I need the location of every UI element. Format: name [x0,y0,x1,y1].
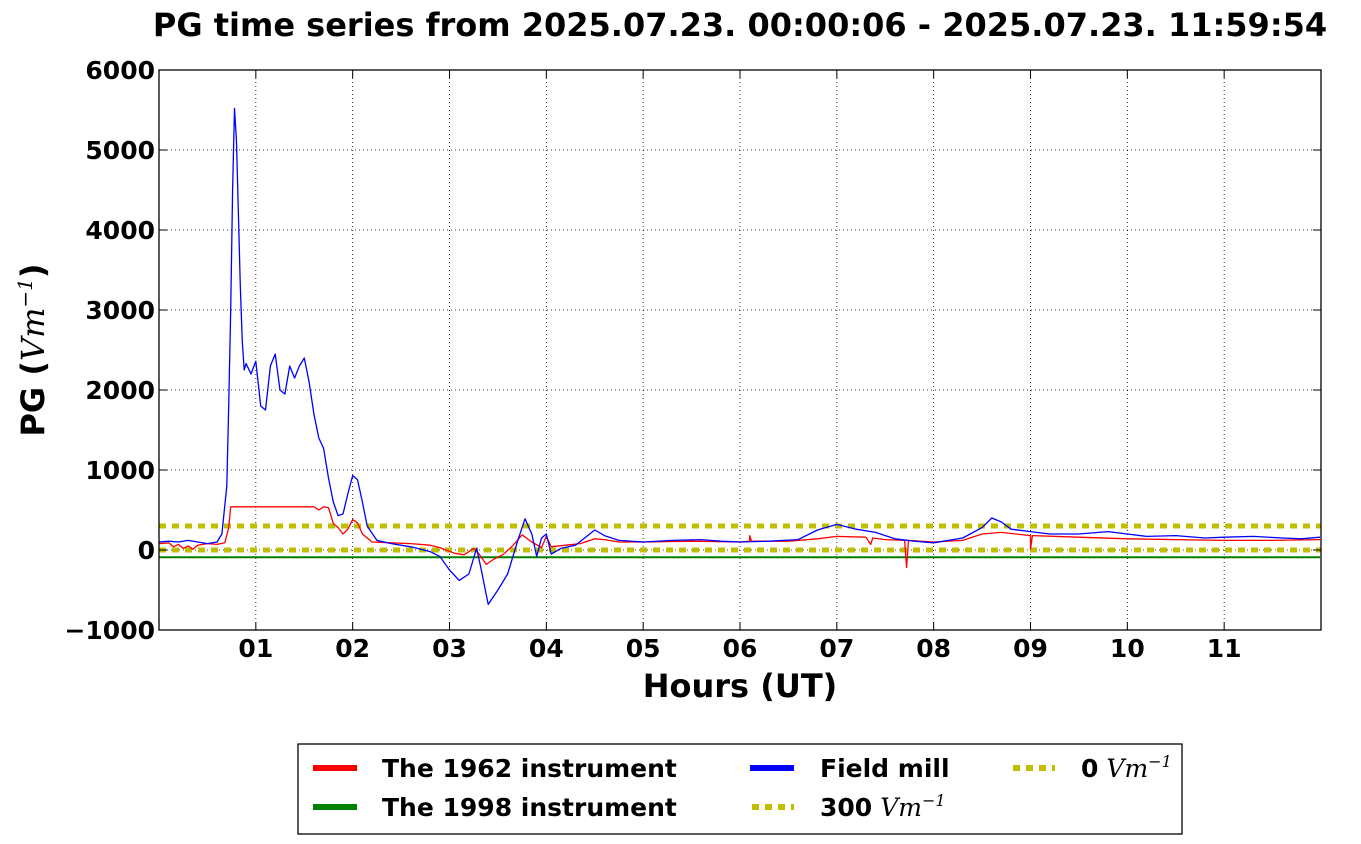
series-lines [158,107,1321,606]
legend-label-0-value: 0 [1081,754,1098,783]
legend-label-300-value: 300 [820,793,872,822]
legend-label-0-exp: −1 [1148,752,1172,771]
chart-title: PG time series from 2025.07.23. 00:00:06… [153,6,1327,44]
y-axis-label-unit: Vm [14,308,52,361]
legend-label-0-unit: Vm [1106,754,1148,783]
x-tick-label: 06 [723,634,758,663]
y-axis-label-close: ) [14,263,52,278]
y-axis-label-unit-exp: −1 [13,278,37,307]
x-axis-label: Hours (UT) [643,667,838,705]
x-tick-label: 02 [335,634,370,663]
legend-label-field-mill: Field mill [820,754,950,783]
y-tick-label: 0 [138,536,155,565]
reference-lines [159,523,1321,553]
grid-lines [159,69,1321,631]
legend: The 1962 instrument The 1998 instrument … [297,743,1183,835]
x-axis-ticks: 01 02 03 04 05 06 07 08 09 10 11 [238,70,1242,663]
legend-label-300-unit: Vm [880,793,922,822]
series-line-field-mill [158,107,1321,606]
x-tick-label: 08 [916,634,951,663]
y-tick-label: 5000 [85,136,155,165]
legend-label-0: 0 Vm−1 [1081,752,1172,783]
legend-label-1998: The 1998 instrument [382,793,677,822]
y-axis-ticks: −1000 0 1000 2000 3000 4000 5000 6000 [64,56,1321,645]
x-tick-label: 04 [529,634,564,663]
legend-label-300: 300 Vm−1 [820,791,946,822]
x-tick-label: 10 [1110,634,1145,663]
legend-label-300-exp: −1 [922,791,946,810]
series-line-the-1962-instrument [158,506,1321,569]
y-tick-label: 4000 [85,216,155,245]
x-tick-label: 09 [1013,634,1048,663]
x-tick-label: 07 [819,634,854,663]
y-tick-label: 2000 [85,376,155,405]
x-tick-label: 03 [432,634,467,663]
y-axis-label: PG (Vm−1) [13,263,52,436]
y-tick-label: 3000 [85,296,155,325]
y-tick-label: −1000 [64,616,155,645]
legend-label-1962: The 1962 instrument [382,754,677,783]
legend-box [297,743,1183,835]
x-tick-label: 01 [238,634,273,663]
y-axis-label-text: PG ( [14,361,52,436]
y-tick-label: 6000 [85,56,155,85]
y-tick-label: 1000 [85,456,155,485]
x-tick-label: 05 [626,634,661,663]
x-tick-label: 11 [1207,634,1242,663]
